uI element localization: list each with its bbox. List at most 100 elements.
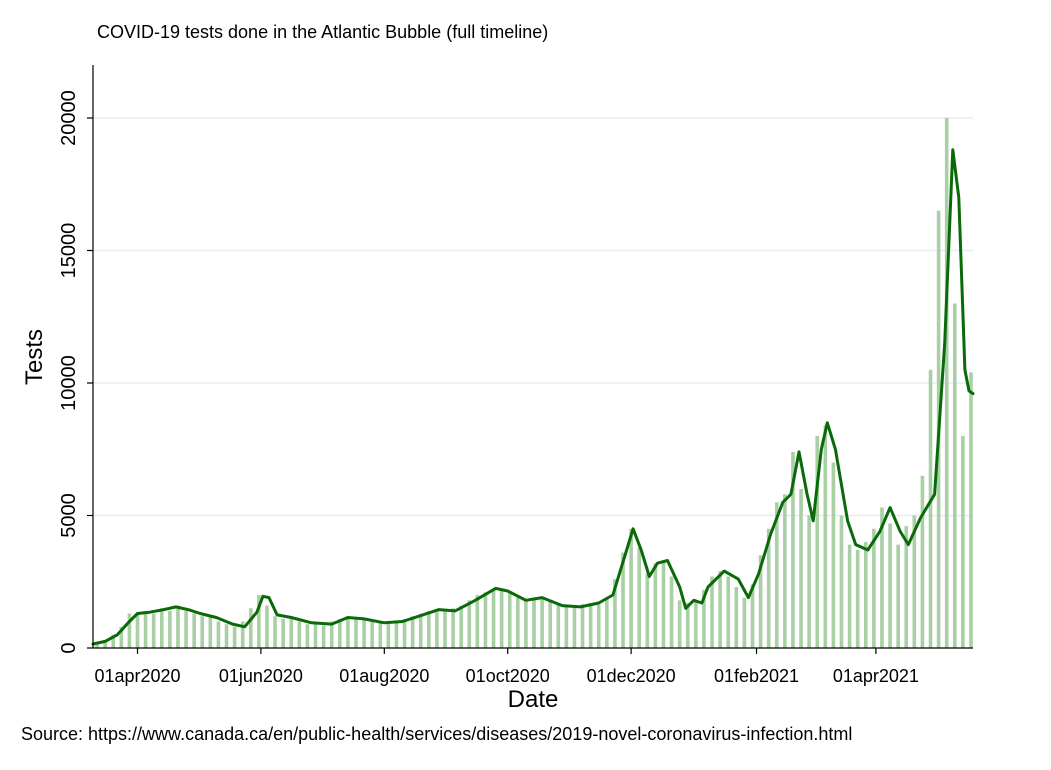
daily-tests-bar (321, 625, 326, 648)
daily-tests-bar (872, 528, 876, 648)
daily-tests-bar (896, 544, 900, 648)
daily-tests-bar (273, 616, 277, 648)
daily-tests-bar (774, 502, 779, 648)
daily-tests-bar (499, 589, 504, 648)
daily-tests-bar (880, 507, 884, 648)
daily-tests-bar (969, 372, 973, 648)
daily-tests-bar (961, 436, 965, 648)
daily-tests-bar (629, 528, 633, 648)
daily-tests-bar (750, 584, 755, 648)
x-tick-label: 01apr2021 (833, 666, 919, 686)
daily-tests-bar (427, 610, 431, 648)
x-tick-label: 01aug2020 (339, 666, 429, 686)
daily-tests-bar (807, 515, 811, 648)
moving-average-line-layer (91, 148, 975, 646)
daily-tests-bar (540, 597, 544, 648)
daily-tests-bar (451, 608, 455, 648)
daily-tests-bar (459, 605, 463, 648)
daily-tests-bar (192, 613, 196, 648)
daily-tests-bar (710, 576, 714, 648)
daily-tests-bar (281, 618, 285, 648)
source-note: Source: https://www.canada.ca/en/public-… (21, 724, 852, 744)
daily-tests-bar (200, 616, 205, 648)
daily-tests-bar (637, 547, 642, 648)
daily-tests-bar (289, 618, 294, 648)
daily-tests-bar (378, 622, 383, 648)
daily-tests-bar (661, 560, 666, 648)
daily-tests-bar (888, 523, 892, 648)
daily-tests-bar (467, 600, 472, 648)
daily-tests-bar (645, 573, 650, 648)
daily-tests-bar (346, 616, 350, 648)
axes: 0 5000 10000 15000 20000 01apr2020 01jun2020 01… (58, 65, 973, 686)
daily-tests-bar (588, 602, 593, 648)
daily-tests-bar (362, 618, 366, 648)
daily-tests-bar (677, 600, 682, 648)
daily-tests-bar (952, 303, 957, 648)
daily-tests-bar (912, 515, 917, 648)
x-axis-label: Date (508, 686, 559, 713)
daily-tests-bar (839, 515, 844, 648)
daily-tests-bar (313, 624, 318, 648)
daily-tests-bar (718, 571, 722, 648)
x-tick-label: 01jun2020 (219, 666, 303, 686)
daily-tests-bar (605, 597, 609, 648)
daily-tests-bar (944, 118, 949, 648)
daily-tests-bar (418, 613, 423, 648)
daily-tests-bar (734, 587, 739, 648)
daily-tests-bar (524, 600, 528, 648)
daily-tests-bar (151, 613, 156, 648)
daily-tests-bar (159, 608, 164, 648)
daily-tests-bar (119, 626, 124, 648)
daily-tests-bar (248, 608, 253, 648)
daily-tests-bar (791, 451, 795, 648)
daily-tests-bar (904, 526, 909, 648)
daily-tests-bar (596, 604, 601, 648)
daily-tests-bar (532, 598, 536, 648)
daily-tests-bar (815, 436, 820, 648)
daily-tests-bar (758, 555, 763, 648)
daily-tests-bar (694, 600, 698, 648)
daily-tests-bar (483, 592, 488, 648)
daily-tests-bar (507, 592, 512, 648)
x-tick-label: 01apr2020 (94, 666, 180, 686)
y-tick-label: 15000 (58, 223, 80, 279)
daily-tests-bar (103, 640, 107, 648)
daily-tests-bar (742, 597, 747, 648)
daily-tests-bar (265, 605, 269, 648)
daily-tests-bar (232, 626, 237, 648)
daily-tests-bar (920, 475, 925, 648)
daily-tests-bar (176, 605, 180, 648)
gridlines (93, 117, 973, 517)
daily-tests-bar (564, 605, 569, 648)
daily-tests-bar (685, 602, 690, 648)
daily-tests-bar (338, 618, 342, 648)
daily-tests-bar (799, 489, 803, 648)
daily-tests-bar (410, 616, 415, 648)
daily-tests-bar (135, 613, 140, 648)
daily-tests-bar (572, 605, 577, 648)
y-tick-label: 20000 (58, 90, 80, 146)
daily-tests-bar (548, 600, 552, 648)
daily-tests-bar (111, 634, 116, 648)
daily-tests-bar (370, 621, 374, 648)
daily-tests-bar (297, 621, 302, 648)
x-tick-label: 01oct2020 (466, 666, 550, 686)
y-tick-label: 5000 (58, 493, 80, 538)
daily-tests-bar (475, 595, 480, 648)
y-tick-label: 10000 (58, 355, 80, 411)
daily-tests-bar (95, 642, 99, 648)
daily-tests-bar (621, 552, 625, 648)
daily-tests-bar (443, 610, 447, 648)
daily-tests-bar (580, 604, 585, 648)
daily-tests-bar (928, 369, 933, 648)
daily-tests-bar (491, 589, 496, 648)
daily-tests-bar (257, 595, 261, 648)
daily-tests-bar (168, 610, 172, 648)
daily-tests-bar (305, 624, 310, 648)
daily-tests-bar (354, 617, 358, 648)
daily-tests-bar (855, 549, 860, 648)
daily-tests-bar (208, 616, 213, 648)
